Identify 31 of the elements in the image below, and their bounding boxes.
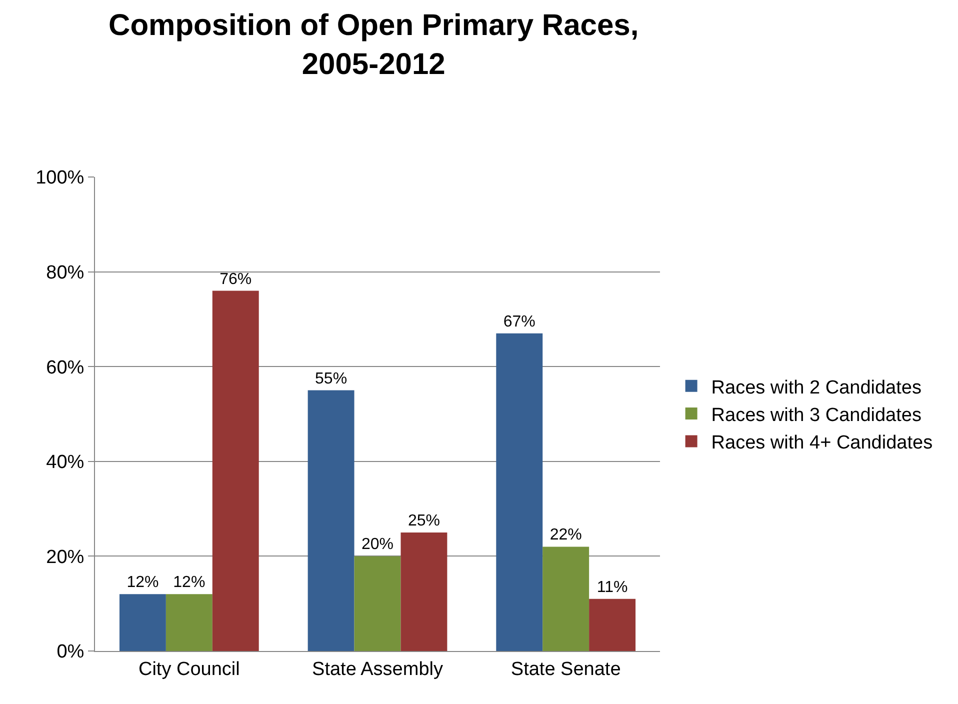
bar [212, 290, 259, 651]
data-label: 55% [315, 370, 348, 388]
legend-label: Races with 2 Candidates [711, 377, 922, 398]
legend-label: Races with 3 Candidates [711, 404, 922, 426]
bar [308, 390, 354, 651]
bar [400, 532, 448, 651]
chart-title: Composition of Open Primary Races, 2005-2012 [108, 9, 639, 82]
data-label: 11% [596, 578, 628, 596]
bar [354, 556, 401, 651]
data-label: 25% [408, 512, 440, 530]
y-tick-label: 40% [46, 452, 84, 474]
bar [496, 333, 543, 651]
bar [542, 546, 590, 651]
y-tick-label: 80% [46, 262, 84, 284]
data-label: 12% [126, 574, 159, 592]
y-tick-label: 20% [46, 546, 84, 568]
bar [119, 594, 166, 651]
bar [166, 594, 212, 651]
data-label: 67% [503, 313, 536, 330]
data-label: 76% [220, 270, 252, 288]
data-label: 22% [550, 526, 582, 544]
x-tick-label: City Council [138, 658, 240, 680]
x-tick-label: State Assembly [312, 658, 444, 680]
legend-label: Races with 4+ Candidates [711, 432, 933, 454]
x-tick-label: State Senate [510, 658, 621, 680]
data-label: 12% [173, 574, 206, 592]
y-tick-label: 100% [36, 168, 84, 189]
data-label: 20% [361, 536, 394, 554]
y-tick-label: 60% [46, 357, 84, 378]
bar [589, 598, 636, 651]
y-tick-label: 0% [56, 642, 84, 663]
